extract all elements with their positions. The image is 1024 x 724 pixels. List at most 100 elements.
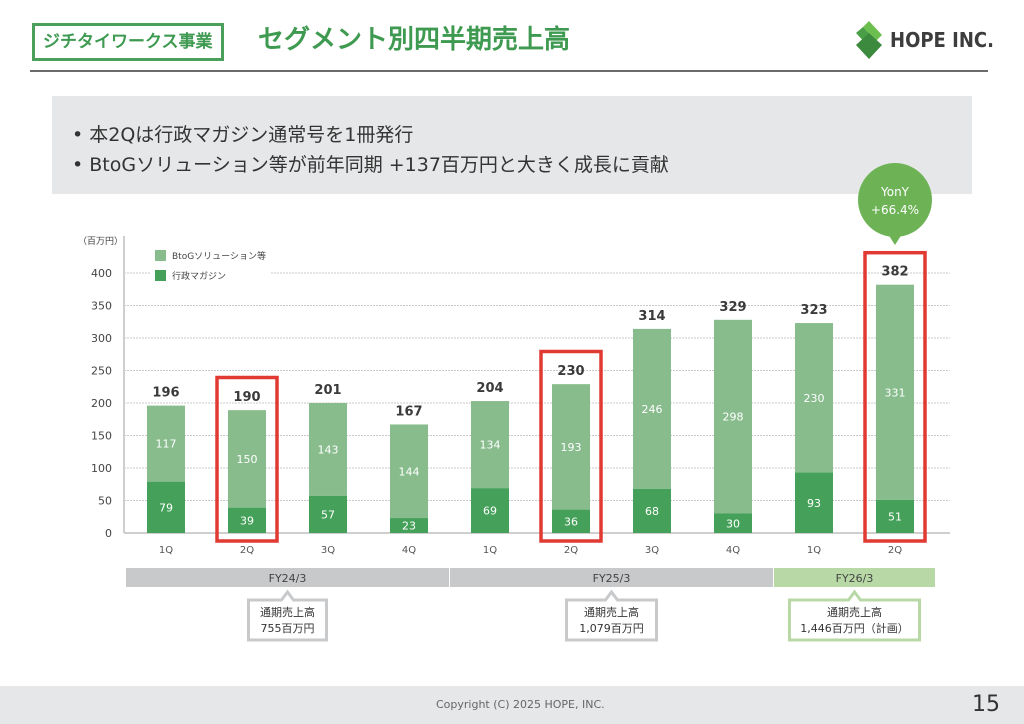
data-label-btog: 150: [237, 453, 258, 466]
total-label: 204: [476, 381, 503, 396]
fiscal-year-label: FY26/3: [836, 572, 874, 585]
data-label-magazine: 39: [240, 514, 254, 527]
callout-title: 通期売上高: [584, 605, 639, 619]
legend-swatch-magazine: [155, 270, 166, 281]
bar-segment-btog: [795, 323, 833, 473]
annual-sales-callout: [565, 589, 658, 642]
y-tick-label: 250: [91, 365, 112, 378]
bar-segment-btog: [309, 403, 347, 496]
fiscal-year-label: FY25/3: [593, 572, 631, 585]
x-tick-label: 1Q: [483, 545, 497, 556]
bar-segment-magazine: [147, 481, 185, 533]
callout-value: 755百万円: [261, 622, 315, 635]
data-label-btog: 134: [480, 439, 501, 452]
total-label: 230: [557, 364, 584, 379]
legend-label-magazine: 行政マガジン: [172, 270, 226, 282]
x-tick-label: 4Q: [726, 545, 740, 556]
y-tick-label: 100: [91, 462, 112, 475]
fiscal-year-band: [126, 568, 449, 587]
logo-text: HOPE INC.: [890, 28, 994, 52]
total-label: 167: [395, 404, 422, 419]
bar-segment-magazine: [228, 507, 266, 533]
highlight-box: [215, 375, 279, 543]
bar-segment-magazine: [795, 472, 833, 533]
legend-swatch-btog: [155, 250, 166, 261]
x-tick-label: 2Q: [240, 545, 254, 556]
x-tick-label: 4Q: [402, 545, 416, 556]
total-label: 196: [152, 386, 179, 401]
data-label-magazine: 79: [159, 501, 173, 514]
data-label-btog: 143: [318, 443, 339, 456]
yony-label: YonY: [880, 185, 910, 199]
bar-segment-magazine: [471, 488, 509, 533]
data-label-magazine: 30: [726, 517, 740, 530]
y-tick-label: 200: [91, 397, 112, 410]
footer: Copyright (C) 2025 HOPE, INC. 15: [0, 686, 1024, 724]
total-label: 190: [233, 390, 260, 405]
bar-segment-btog: [390, 424, 428, 519]
data-label-btog: 230: [804, 392, 825, 405]
data-label-magazine: 68: [645, 505, 659, 518]
callout-title: 通期売上高: [260, 605, 315, 619]
data-label-btog: 117: [156, 438, 177, 451]
y-tick-label: 50: [98, 495, 112, 508]
data-label-magazine: 57: [321, 508, 335, 521]
segment-tag: ジチタイワークス事業: [32, 23, 224, 61]
title-divider: [30, 70, 988, 72]
y-axis-unit: （百万円）: [78, 236, 123, 247]
callout-value: 1,446百万円（計画）: [800, 621, 909, 635]
bar-segment-magazine: [876, 499, 914, 533]
summary-bullet: • BtoGソリューション等が前年同期 +137百万円と大きく成長に貢献: [72, 154, 669, 176]
x-tick-label: 3Q: [321, 545, 335, 556]
bar-segment-btog: [147, 405, 185, 482]
total-label: 323: [800, 303, 827, 318]
annual-sales-callout: [788, 589, 921, 642]
bar-segment-btog: [633, 328, 671, 489]
fiscal-year-label: FY24/3: [269, 572, 307, 585]
legend-backdrop: [150, 244, 270, 284]
y-tick-label: 350: [91, 300, 112, 313]
bar-segment-magazine: [390, 518, 428, 533]
fiscal-year-band: [450, 568, 773, 587]
annual-sales-callout: [247, 589, 328, 642]
stacked-bar-chart: 0 50 100 150 200 250 300 350 400 （百万円） BtoGソリューション…: [78, 163, 950, 642]
data-label-magazine: 23: [402, 520, 416, 533]
data-label-magazine: 93: [807, 497, 821, 510]
total-label: 329: [719, 300, 746, 315]
bar-segment-btog: [714, 319, 752, 514]
bar-segment-magazine: [309, 495, 347, 533]
total-label: 314: [638, 309, 665, 324]
legend-label-btog: BtoGソリューション等: [172, 250, 266, 262]
bar-segment-magazine: [633, 488, 671, 533]
yony-bubble-pointer: [888, 234, 902, 245]
x-tick-label: 1Q: [159, 545, 173, 556]
x-tick-label: 2Q: [564, 545, 578, 556]
data-label-magazine: 36: [564, 515, 578, 528]
y-tick-label: 0: [105, 527, 112, 540]
total-label: 201: [314, 383, 341, 398]
copyright-text: Copyright (C) 2025 HOPE, INC.: [436, 698, 605, 711]
bar-segment-magazine: [714, 513, 752, 533]
hope-logo-icon: [856, 21, 882, 59]
y-tick-label: 400: [91, 267, 112, 280]
data-label-btog: 246: [642, 403, 663, 416]
bar-segment-btog: [876, 284, 914, 500]
summary-box: • 本2Qは行政マガジン通常号を1冊発行 • BtoGソリューション等が前年同期…: [52, 96, 972, 194]
total-label: 382: [881, 265, 908, 280]
bar-segment-btog: [471, 401, 509, 489]
bar-segment-magazine: [552, 509, 590, 533]
yony-value: +66.4%: [871, 203, 919, 217]
page-number: 15: [972, 692, 1000, 717]
fiscal-year-band: [774, 568, 935, 587]
callout-title: 通期売上高: [827, 605, 882, 619]
data-label-btog: 298: [723, 411, 744, 424]
page-title: セグメント別四半期売上高: [258, 25, 571, 55]
data-label-magazine: 51: [888, 510, 902, 523]
highlight-box: [863, 250, 927, 543]
company-logo: HOPE INC.: [856, 20, 1005, 60]
y-tick-label: 300: [91, 332, 112, 345]
bar-segment-btog: [552, 384, 590, 510]
x-tick-label: 2Q: [888, 545, 902, 556]
highlight-box: [539, 349, 603, 543]
data-label-magazine: 69: [483, 505, 497, 518]
